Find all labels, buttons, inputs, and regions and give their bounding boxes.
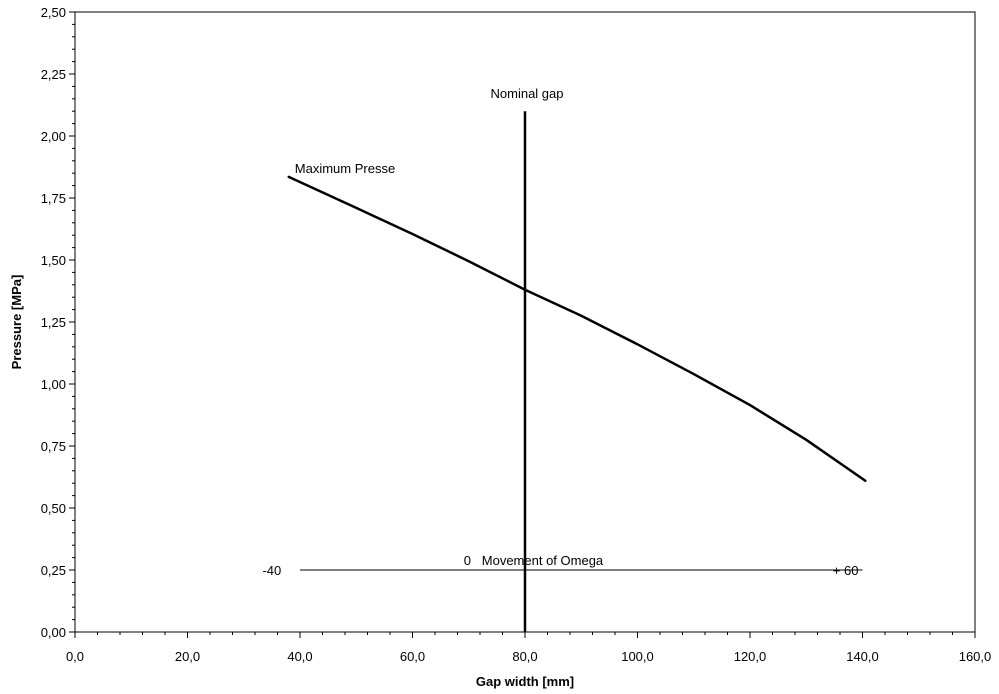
y-tick-label: 0,75	[41, 439, 66, 454]
x-tick-label: 40,0	[287, 649, 312, 664]
annotations: Maximum Presse -40 0 Movement of Omega + 60	[262, 161, 858, 578]
annotation-label: 0 Movement of Omega	[464, 553, 604, 568]
y-tick-label: 2,50	[41, 5, 66, 20]
x-tick-label: 80,0	[512, 649, 537, 664]
reference-lines: Nominal gap	[300, 86, 863, 632]
pressure-series-line	[287, 175, 867, 482]
y-axis-title: Pressure [MPa]	[9, 275, 24, 370]
annotation-label: -40	[262, 563, 281, 578]
minor-ticks	[72, 11, 976, 635]
y-tick-label: 2,00	[41, 129, 66, 144]
nominal-gap-label: Nominal gap	[491, 86, 564, 101]
x-tick-label: 0,0	[66, 649, 84, 664]
y-tick-label: 1,75	[41, 191, 66, 206]
annotation-label: + 60	[833, 563, 859, 578]
y-tick-labels: 0,00 0,25 0,50 0,75 1,00 1,25 1,50 1,75 2,00 2,25…	[41, 5, 66, 640]
plot-frame	[74, 11, 976, 633]
x-tick-label: 120,0	[734, 649, 767, 664]
major-ticks	[69, 11, 976, 638]
x-tick-labels: 0,0 20,0 40,0 60,0 80,0 100,0 120,0 140,0 160,0	[66, 649, 991, 664]
x-tick-label: 20,0	[175, 649, 200, 664]
y-tick-label: 1,25	[41, 315, 66, 330]
y-tick-label: 0,50	[41, 501, 66, 516]
x-tick-label: 60,0	[400, 649, 425, 664]
x-tick-label: 100,0	[621, 649, 654, 664]
x-tick-label: 160,0	[959, 649, 992, 664]
x-tick-label: 140,0	[846, 649, 879, 664]
annotation-label: Maximum Presse	[295, 161, 395, 176]
y-tick-label: 0,00	[41, 625, 66, 640]
x-axis-title: Gap width [mm]	[476, 674, 574, 689]
y-tick-label: 2,25	[41, 67, 66, 82]
y-tick-label: 1,50	[41, 253, 66, 268]
y-tick-label: 1,00	[41, 377, 66, 392]
y-tick-label: 0,25	[41, 563, 66, 578]
series-group	[287, 175, 867, 482]
